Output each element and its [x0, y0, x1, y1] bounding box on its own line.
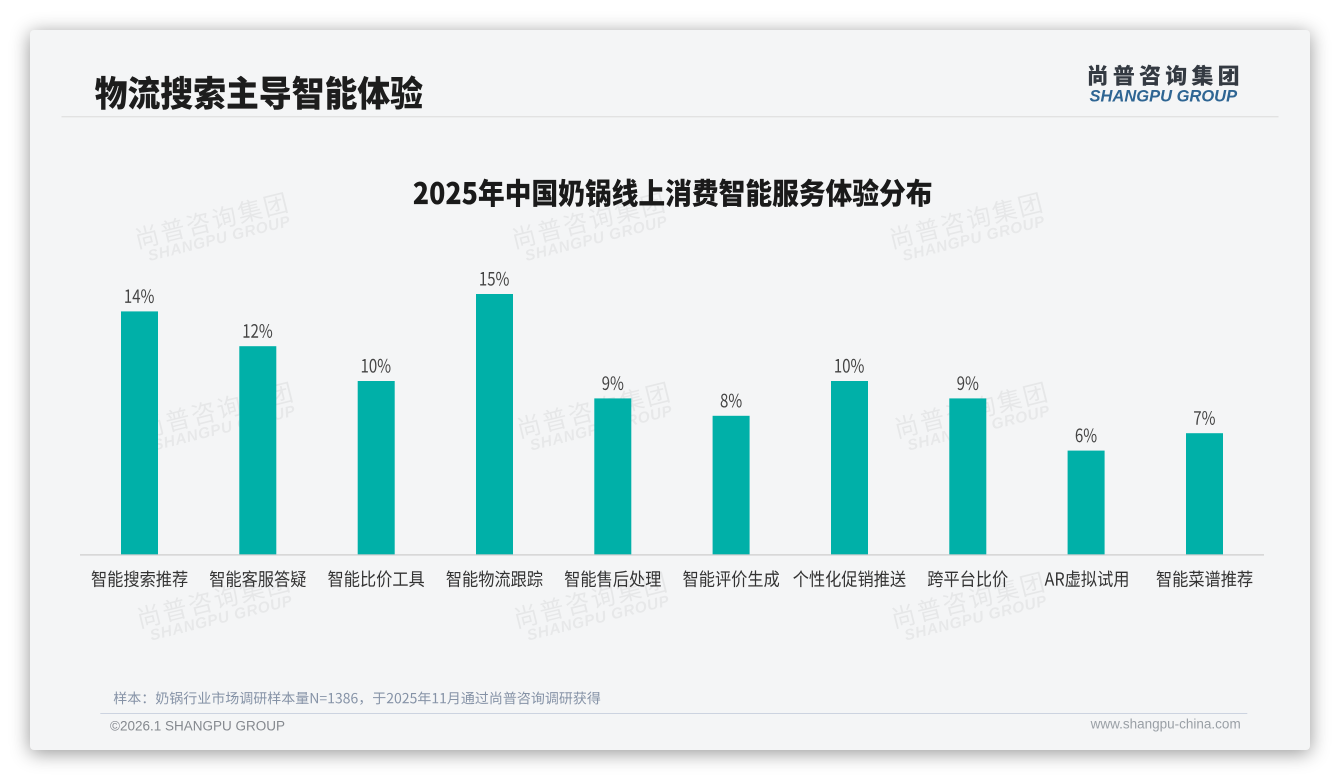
svg-text:©2026.1 SHANGPU GROUP: ©2026.1 SHANGPU GROUP — [110, 719, 285, 734]
svg-text:SHANGPU GROUP: SHANGPU GROUP — [1090, 88, 1239, 106]
svg-text:www.shangpu-china.com: www.shangpu-china.com — [1090, 716, 1241, 731]
